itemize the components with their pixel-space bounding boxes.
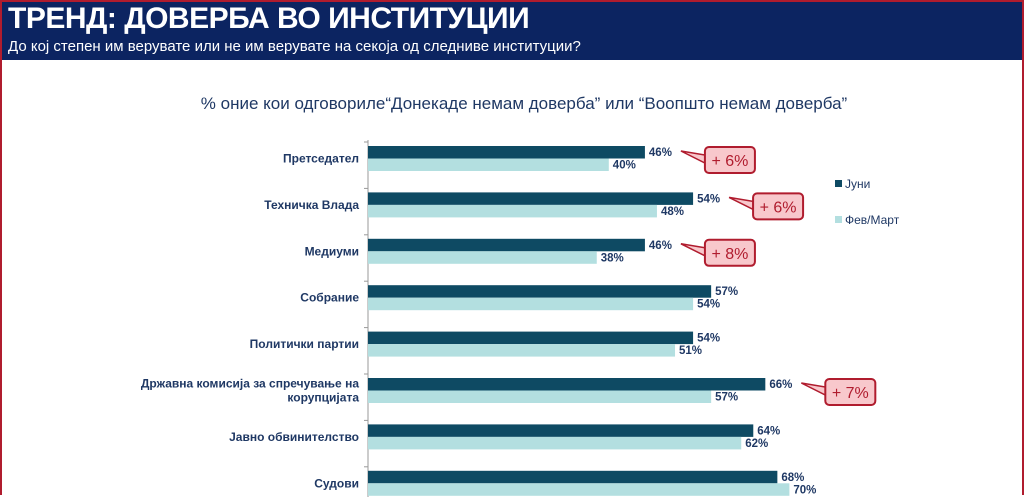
bar-juni [368, 285, 712, 298]
page-subtitle: До кој степен им верувате или не им веру… [8, 38, 581, 55]
data-label: 46% [649, 147, 672, 159]
legend-swatch [835, 180, 842, 187]
bar-fev-mart [368, 204, 657, 218]
data-label: 38% [601, 252, 624, 264]
data-label: 70% [793, 484, 816, 496]
bar-juni [368, 331, 694, 345]
data-label: 57% [715, 286, 738, 298]
callout-text: + 6% [760, 199, 797, 216]
category-label: Претседател [283, 152, 359, 166]
bar-fev-mart [368, 436, 742, 450]
data-label: 66% [769, 379, 792, 391]
data-label: 54% [697, 333, 720, 345]
category-label: Политички партии [250, 337, 359, 351]
change-callout [703, 146, 756, 174]
category-label: корупцијата [287, 391, 359, 405]
data-label: 64% [757, 425, 780, 437]
bar-fev-mart [368, 251, 597, 264]
legend-label: Јуни [845, 177, 870, 191]
data-label: 40% [613, 160, 636, 172]
change-callout [824, 378, 877, 406]
data-label: 46% [649, 240, 672, 252]
data-label: 54% [697, 299, 720, 311]
data-label: 68% [781, 472, 804, 484]
data-label: 54% [697, 193, 720, 205]
bar-fev-mart [368, 390, 712, 403]
callout-text: + 8% [711, 246, 748, 263]
category-label: Државна комисија за спречување на [141, 377, 359, 391]
callout-text: + 7% [832, 385, 869, 402]
bar-fev-mart [368, 344, 676, 357]
page-title: ТРЕНД: ДОВЕРБА ВО ИНСТИТУЦИИ [8, 2, 530, 35]
change-callout [703, 238, 756, 267]
bar-juni [368, 146, 645, 159]
callout-pointer [728, 196, 754, 211]
bar-juni [368, 424, 754, 437]
bar-fev-mart [368, 483, 790, 496]
callout-pointer [800, 382, 827, 397]
bar-juni [368, 192, 694, 205]
bar-fev-mart [368, 158, 609, 171]
chart-title: % оние кои одговориле“Донекаде немам дов… [200, 94, 848, 113]
bar-juni [368, 378, 766, 391]
category-label: Собрание [300, 291, 359, 305]
legend-label: Фев/Март [845, 213, 900, 227]
callout-pointer [680, 243, 706, 258]
callout-text: + 6% [711, 153, 748, 170]
callout-pointer [680, 150, 706, 165]
data-label: 48% [661, 206, 684, 218]
change-callout [752, 192, 805, 221]
data-label: 57% [715, 392, 738, 404]
category-label: Техничка Влада [264, 198, 359, 212]
bar-juni [368, 238, 645, 252]
data-label: 62% [745, 438, 768, 450]
bar-juni [368, 470, 778, 484]
category-label: Јавно обвинителство [229, 430, 359, 444]
data-label: 51% [679, 345, 702, 357]
legend-swatch [835, 216, 842, 223]
bar-fev-mart [368, 297, 694, 311]
category-label: Медиуми [305, 244, 359, 258]
header: ТРЕНД: ДОВЕРБА ВО ИНСТИТУЦИИ До кој степ… [2, 2, 1022, 60]
category-label: Судови [314, 476, 359, 490]
